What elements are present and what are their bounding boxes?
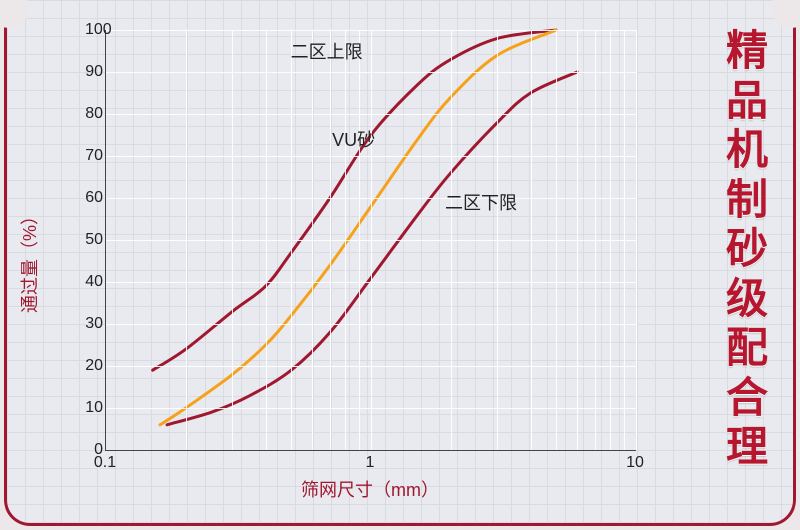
gridline-v-minor (291, 30, 292, 450)
gridline-v-minor (232, 30, 233, 450)
x-tick-label: 10 (626, 454, 644, 472)
gridline-v-minor (610, 30, 611, 450)
side-title-char: 品 (721, 76, 773, 126)
side-title-char: 合 (721, 373, 773, 423)
side-title-char: 理 (721, 422, 773, 472)
frame-border: 通过量（%） 二区上限VU砂二区下限 筛网尺寸（mm） 010203040506… (4, 0, 796, 526)
y-tick-label: 40 (85, 273, 103, 291)
side-title-char: 砂 (721, 224, 773, 274)
gridline-v-minor (497, 30, 498, 450)
y-tick-label: 60 (85, 189, 103, 207)
y-tick-label: 80 (85, 105, 103, 123)
gridline-v-minor (345, 30, 346, 450)
side-title-char: 配 (721, 323, 773, 373)
gridline-v-minor (266, 30, 267, 450)
gridline-v-minor (577, 30, 578, 450)
gridline-v-minor (451, 30, 452, 450)
series-label-upper: 二区上限 (291, 38, 363, 64)
gridline-v-major (636, 30, 637, 450)
y-tick-label: 10 (85, 399, 103, 417)
y-tick-label: 70 (85, 147, 103, 165)
x-tick-label: 1 (366, 454, 375, 472)
gridline-v-minor (186, 30, 187, 450)
gridline-v-minor (624, 30, 625, 450)
side-title: 精品机制砂级配合理 (721, 26, 773, 472)
side-title-char: 机 (721, 125, 773, 175)
gridline-v-major (371, 30, 372, 450)
side-title-char: 制 (721, 175, 773, 225)
y-tick-label: 20 (85, 357, 103, 375)
gridline-v-minor (556, 30, 557, 450)
series-label-lower: 二区下限 (445, 189, 517, 215)
y-tick-label: 90 (85, 63, 103, 81)
gridline-v-minor (312, 30, 313, 450)
side-title-char: 级 (721, 274, 773, 324)
series-label-vu: VU砂 (332, 126, 375, 152)
plot-area: 二区上限 VU砂二区下限 (105, 30, 636, 451)
gridline-v-minor (531, 30, 532, 450)
y-axis-label: 通过量（%） (16, 207, 42, 313)
x-axis-label: 筛网尺寸（mm） (301, 476, 439, 502)
series-lower (167, 72, 577, 425)
y-tick-label: 30 (85, 315, 103, 333)
chart: 通过量（%） 二区上限VU砂二区下限 筛网尺寸（mm） 010203040506… (35, 20, 655, 500)
gridline-v-minor (359, 30, 360, 450)
side-title-char: 精 (721, 26, 773, 76)
x-tick-label: 0.1 (94, 454, 116, 472)
y-tick-label: 50 (85, 231, 103, 249)
gridline-v-minor (330, 30, 331, 450)
y-tick-label: 100 (85, 21, 103, 39)
gridline-v-minor (595, 30, 596, 450)
